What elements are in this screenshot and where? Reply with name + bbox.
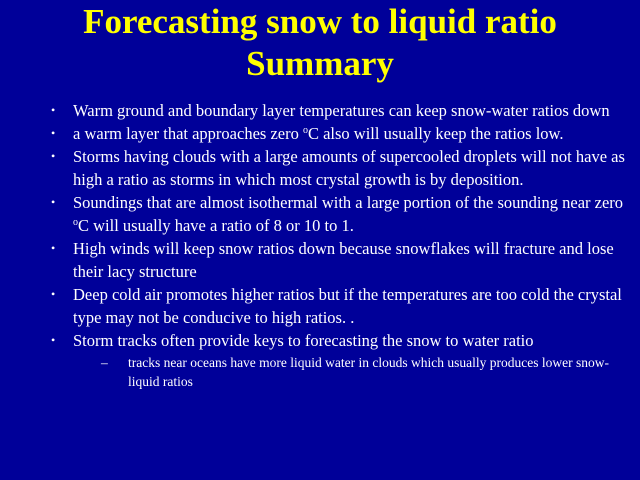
bullet-list: • Warm ground and boundary layer tempera… [45,99,630,391]
bullet-text: Storm tracks often provide keys to forec… [73,331,534,350]
bullet-text: Warm ground and boundary layer temperatu… [73,101,610,120]
bullet-text: High winds will keep snow ratios down be… [73,239,614,281]
bullet-dot-icon: • [51,241,56,255]
bullet-dot-icon: • [51,149,56,163]
bullet-dot-icon: • [51,333,56,347]
bullet-text: Storms having clouds with a large amount… [73,147,625,189]
bullet-text-before: Soundings that are almost isothermal wit… [73,193,624,212]
bullet-item: • Deep cold air promotes higher ratios b… [45,283,630,329]
bullet-item: • a warm layer that approaches zero oC a… [45,122,630,145]
bullet-dot-icon: • [51,195,56,209]
title-line-1: Forecasting snow to liquid ratio [83,2,557,41]
sub-bullet-text: tracks near oceans have more liquid wate… [128,355,609,389]
bullet-dot-icon: • [51,103,56,117]
bullet-dot-icon: • [51,126,56,140]
title-line-2: Summary [246,44,394,83]
sub-bullet-dash: – [101,355,108,370]
sub-bullet-item: – tracks near oceans have more liquid wa… [73,353,630,391]
bullet-item: • Warm ground and boundary layer tempera… [45,99,630,122]
degree-superscript: o [302,125,308,136]
bullet-text-after: C also will usually keep the ratios low. [307,124,564,143]
slide-title: Forecasting snow to liquid ratio Summary [0,0,640,85]
bullet-text: Deep cold air promotes higher ratios but… [73,285,622,327]
bullet-item: • Storm tracks often provide keys to for… [45,329,630,391]
bullet-item: • Soundings that are almost isothermal w… [45,191,630,237]
bullet-item: • Storms having clouds with a large amou… [45,145,630,191]
bullet-dot-icon: • [51,287,56,301]
bullet-text-after: C will usually have a ratio of 8 or 10 t… [78,216,354,235]
degree-superscript: o [73,217,78,228]
bullet-text-before: a warm layer that approaches zero [73,124,303,143]
bullet-item: • High winds will keep snow ratios down … [45,237,630,283]
